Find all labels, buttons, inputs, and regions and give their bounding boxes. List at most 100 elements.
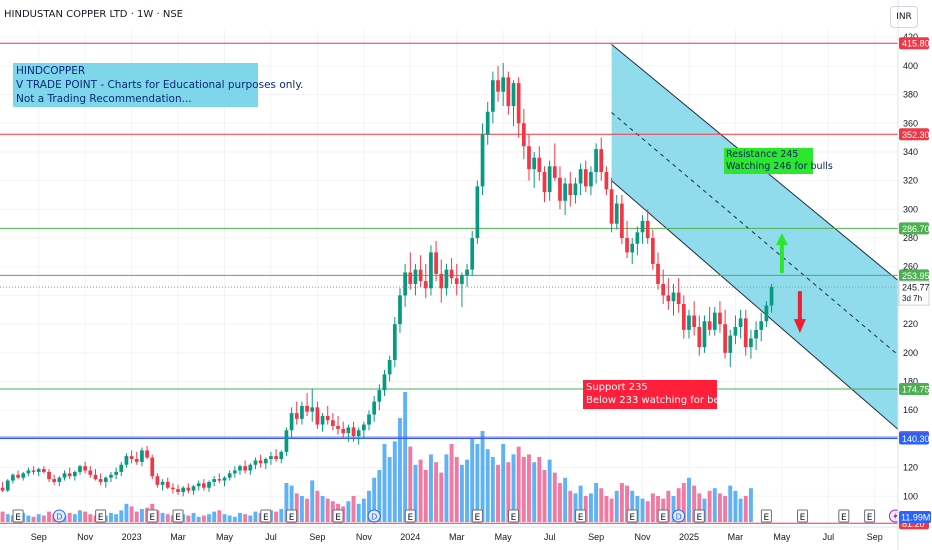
volume-bar — [470, 438, 475, 522]
candle-body — [449, 269, 454, 279]
volume-bar — [712, 488, 717, 522]
volume-bar — [532, 462, 537, 522]
candle-body — [181, 487, 186, 492]
volume-bar — [201, 515, 206, 522]
candle-body — [749, 338, 753, 348]
candle-body — [521, 123, 526, 147]
candle-body — [160, 481, 165, 485]
dividend-marker-icon — [367, 509, 381, 523]
volume-bar — [692, 485, 697, 522]
candle-body — [759, 321, 764, 330]
price-tick-label: 100 — [903, 491, 918, 501]
level-price-tag — [899, 37, 929, 50]
volume-bar — [496, 464, 500, 522]
candle-body — [36, 469, 41, 472]
time-tick-label: Sep — [867, 532, 883, 542]
level-price-label: 286.70 — [902, 224, 930, 234]
volume-bar — [568, 490, 573, 522]
earnings-marker-label: E — [867, 513, 873, 523]
volume-bar — [418, 459, 423, 522]
earnings-marker-label: E — [98, 513, 104, 523]
time-tick-label: Nov — [635, 532, 652, 542]
candle-body — [57, 477, 62, 482]
volume-bar — [656, 496, 660, 522]
price-tick-label: 360 — [903, 118, 918, 128]
candle-body — [444, 269, 449, 289]
candle-body — [310, 407, 315, 412]
level-price-tag — [899, 128, 929, 141]
volume-bar — [557, 483, 562, 522]
volume-bar — [186, 515, 191, 522]
price-tick-label: 400 — [903, 61, 918, 71]
candle-body — [697, 327, 702, 348]
dividend-marker-icon — [672, 509, 686, 523]
candle-body — [542, 172, 547, 193]
candle-body — [191, 486, 196, 491]
candle-body — [563, 183, 567, 201]
candle-body — [305, 405, 309, 412]
up-arrow-icon — [775, 233, 788, 274]
candle-body — [269, 456, 273, 459]
symbol-header[interactable]: HINDUSTAN COPPER LTD · 1W · NSE — [4, 9, 183, 20]
earnings-marker-label: E — [511, 513, 517, 523]
volume-bar — [604, 496, 609, 522]
volume-bar — [320, 496, 325, 522]
candle-body — [232, 470, 237, 474]
earnings-marker-icon — [332, 509, 344, 523]
candle-body — [331, 420, 335, 426]
volume-bar — [284, 483, 289, 522]
earnings-marker-icon — [95, 509, 107, 523]
volume-bar — [0, 511, 5, 522]
volume-bar — [687, 477, 691, 522]
candle-body — [16, 474, 20, 478]
volume-bar — [619, 483, 624, 522]
volume-bar — [72, 514, 77, 522]
candle-body — [506, 77, 511, 107]
earnings-marker-label: E — [407, 513, 413, 523]
resistance-line-1: Resistance 245 — [726, 149, 799, 160]
candle-body — [21, 473, 26, 478]
candle-body — [98, 479, 103, 482]
candle-body — [645, 220, 650, 239]
candle-body — [238, 466, 242, 471]
dividend-marker-icon — [52, 509, 66, 523]
candle-body — [558, 177, 562, 201]
candle-body — [11, 474, 15, 481]
candle-body — [150, 457, 155, 477]
volume-bar — [733, 490, 738, 522]
earnings-marker-label: E — [149, 513, 155, 523]
volume-bar — [630, 490, 635, 522]
candle-body — [227, 473, 232, 478]
time-tick-label: Mar — [170, 532, 186, 542]
candle-body — [532, 157, 537, 170]
volume-bar — [243, 514, 248, 522]
candle-body — [620, 203, 624, 239]
currency-button[interactable]: INR — [890, 6, 918, 28]
volume-bar — [609, 498, 614, 522]
volume-bar — [578, 485, 583, 522]
earnings-marker-label: E — [578, 513, 584, 523]
candle-body — [171, 487, 175, 490]
candle-body — [718, 312, 722, 325]
candle-body — [382, 374, 387, 391]
candle-body — [88, 470, 93, 475]
volume-bar — [594, 483, 599, 522]
candle-body — [351, 427, 356, 437]
level-price-label: 352.30 — [902, 130, 930, 140]
time-tick-label: 2024 — [400, 532, 420, 542]
candle-body — [0, 487, 5, 491]
level-price-tag — [899, 432, 929, 445]
candle-body — [687, 315, 691, 330]
price-tick-label: 340 — [903, 147, 918, 157]
earnings-marker-label: E — [175, 513, 181, 523]
candle-body — [78, 466, 82, 472]
volume-bar — [485, 449, 490, 522]
volume-tag — [899, 511, 931, 523]
price-tick-label: 220 — [903, 319, 918, 329]
volume-bar — [547, 459, 552, 522]
candle-body — [547, 166, 552, 193]
candle-body — [738, 318, 743, 327]
time-tick-label: Jul — [544, 532, 556, 542]
last-price-label: 245.77 — [902, 283, 930, 293]
